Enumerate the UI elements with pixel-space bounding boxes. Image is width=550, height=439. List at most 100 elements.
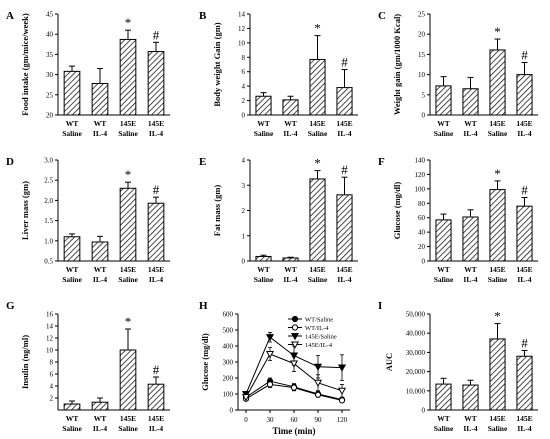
panel-h-data-point	[337, 364, 347, 372]
panel-d-letter: D	[6, 156, 14, 168]
panel-d-y-tick-label: 1.5	[44, 217, 53, 225]
panel-h-y-tick-label: 100	[223, 391, 234, 399]
panel-b-bar	[336, 87, 353, 116]
panel-g-category-label: Saline	[62, 424, 82, 433]
panel-h-x-tick-label: 120	[337, 416, 348, 424]
panel-d-bar	[147, 202, 165, 262]
panel-i-bar	[435, 383, 452, 411]
panel-f-y-tick-label: 60	[418, 214, 426, 222]
panel-d-y-axis-label: Liver mass (gm)	[20, 181, 30, 240]
panel-c-y-tick-label: 5	[422, 91, 426, 99]
panel-h-y-tick-label: 600	[223, 311, 234, 319]
panel-d-category-label: IL-4	[149, 275, 163, 284]
panel-a-letter: A	[6, 10, 14, 22]
panel-f-y-tick-label: 80	[418, 200, 426, 208]
panel-h-legend-entry: WT/IL-4	[305, 325, 329, 332]
panel-h-data-point	[337, 387, 347, 396]
panel-h-y-tick-label: 400	[223, 343, 234, 351]
panel-g-bar	[147, 383, 165, 411]
panel-g-significance-marker: *	[125, 314, 132, 329]
panel-a-category-label: WT	[94, 119, 107, 128]
panel-b-category-label: Saline	[308, 129, 328, 138]
panel-e-y-tick-label: 0	[242, 258, 246, 266]
panel-a-y-tick-label: 45	[46, 11, 54, 19]
panel-h-data-point	[265, 350, 275, 359]
panel-e-bar	[309, 178, 326, 262]
panel-e-y-tick-label: 2	[242, 207, 246, 215]
panel-h-y-tick-label: 200	[223, 375, 234, 383]
panel-b-y-tick-label: 6	[242, 68, 246, 76]
panel-e-category-label: 145E	[309, 265, 325, 274]
panel-e-significance-marker: *	[314, 156, 321, 171]
panel-c-category-label: Saline	[434, 129, 454, 138]
panel-h-x-tick-label: 60	[291, 416, 299, 424]
panel-i-y-tick-label: 30,000	[406, 349, 426, 357]
panel-a-bar	[91, 82, 109, 116]
panel-d-category-label: 145E	[120, 265, 136, 274]
panel-h-y-axis-label: Glucose (mg/dl)	[200, 333, 210, 391]
panel-g-category-label: IL-4	[149, 424, 163, 433]
panel-c-bar	[489, 49, 506, 116]
panel-c-y-tick-label: 20	[418, 31, 426, 39]
panel-h-x-tick-label: 30	[267, 416, 275, 424]
panel-a-category-label: IL-4	[93, 129, 107, 138]
panel-h-y-tick-label: 0	[230, 407, 234, 415]
panel-g-bar	[119, 349, 137, 411]
panel-c-letter: C	[378, 10, 386, 22]
panel-h-legend-marker	[291, 315, 299, 323]
panel-f-y-tick-label: 0	[422, 258, 426, 266]
panel-b-y-tick-label: 4	[242, 83, 246, 91]
panel-b-bar	[255, 95, 272, 116]
panel-e-category-label: Saline	[254, 275, 274, 284]
panel-b-y-tick-label: 12	[238, 25, 246, 33]
panel-f-category-label: 145E	[489, 265, 505, 274]
panel-a: A 20 25 30 35 40 45 Food intake (gm/mice/week) W…	[6, 10, 170, 138]
panel-i-category-label: IL-4	[463, 424, 477, 433]
panel-h-y-tick-label: 500	[223, 327, 234, 335]
panel-c-category-label: IL-4	[463, 129, 477, 138]
panel-a-category-label: IL-4	[149, 129, 163, 138]
panel-g-y-tick-label: 8	[50, 359, 54, 367]
panel-f-category-label: WT	[464, 265, 477, 274]
panel-c-significance-marker: #	[521, 47, 528, 62]
panel-i-category-label: Saline	[488, 424, 508, 433]
panel-d-y-tick-label: 1.0	[44, 237, 53, 245]
panel-h-data-point	[338, 397, 346, 404]
panel-g-y-tick-label: 2	[50, 395, 54, 403]
panel-a-y-axis-label: Food intake (gm/mice/week)	[20, 13, 30, 116]
panel-e-y-tick-label: 4	[242, 157, 246, 165]
panel-f-bar	[435, 219, 452, 262]
panel-f-category-label: 145E	[516, 265, 532, 274]
panel-f-y-axis-label: Glucose (mg/dl)	[392, 182, 402, 240]
panel-b-letter: B	[199, 10, 207, 22]
panel-a-category-label: 145E	[120, 119, 136, 128]
panel-h-legend-marker	[290, 341, 300, 349]
panel-e-letter: E	[199, 156, 206, 168]
panel-c-bar	[435, 85, 452, 116]
panel-b-bar	[282, 99, 299, 116]
panel-a-category-label: Saline	[118, 129, 138, 138]
panel-c-y-axis-label: Weight gain (gm/1000 Kcal)	[392, 14, 402, 115]
panel-g-y-tick-label: 16	[46, 311, 54, 319]
panel-b-bar	[309, 58, 326, 116]
panel-g-y-tick-label: 4	[50, 383, 54, 391]
panel-g-y-tick-label: 12	[46, 335, 54, 343]
panel-e-y-tick-label: 3	[242, 182, 246, 190]
panel-b-significance-marker: #	[341, 55, 348, 70]
panel-a-y-tick-label: 25	[46, 91, 54, 99]
panel-d-bar	[91, 241, 109, 262]
panel-d-y-tick-label: 2.0	[44, 197, 53, 205]
panel-f-y-tick-label: 20	[418, 243, 426, 251]
panel-c-category-label: 145E	[489, 119, 505, 128]
panel-g-bar	[63, 403, 81, 411]
panel-g-category-label: Saline	[118, 424, 138, 433]
panel-a-y-tick-label: 35	[46, 51, 54, 59]
panel-g-y-tick-label: 14	[46, 323, 54, 331]
panel-h-data-point	[265, 334, 275, 342]
panel-h-legend-marker	[291, 324, 299, 331]
panel-i-significance-marker: *	[494, 309, 501, 324]
panel-a-y-tick-label: 40	[46, 31, 54, 39]
